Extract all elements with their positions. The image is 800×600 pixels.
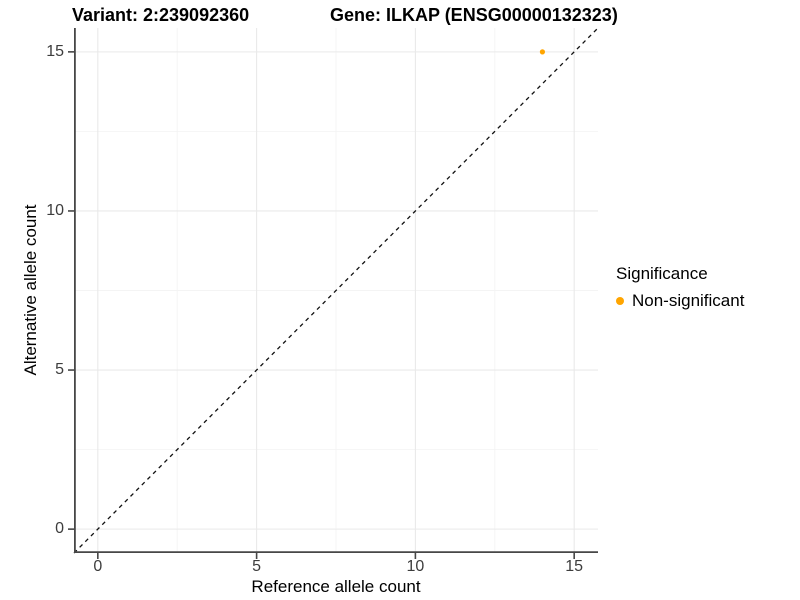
x-tick-label: 5: [252, 558, 262, 575]
plot-panel: [68, 27, 599, 559]
legend: Significance Non-significant: [616, 264, 744, 311]
y-axis-title: Alternative allele count: [21, 204, 40, 376]
data-point: [539, 49, 546, 55]
y-tick-label: 5: [55, 361, 64, 379]
plot-canvas: [68, 27, 599, 559]
legend-item-label: Non-significant: [632, 291, 745, 310]
x-tick-label: 15: [565, 558, 584, 575]
identity-dashed-line: [73, 27, 599, 554]
x-axis-title: Reference allele count: [251, 577, 421, 596]
x-tick-label: 0: [93, 558, 103, 575]
plot-title-gene: Gene: ILKAP (ENSG00000132323): [330, 5, 618, 25]
plot-title-variant: Variant: 2:239092360: [72, 5, 250, 25]
y-tick-label: 10: [46, 201, 64, 219]
legend-title: Significance: [616, 264, 708, 283]
legend-point-icon: [616, 297, 624, 305]
x-tick-label: 10: [406, 558, 425, 575]
y-tick-label: 15: [46, 42, 64, 60]
legend-item: Non-significant: [616, 291, 744, 311]
y-tick-label: 0: [55, 520, 64, 538]
